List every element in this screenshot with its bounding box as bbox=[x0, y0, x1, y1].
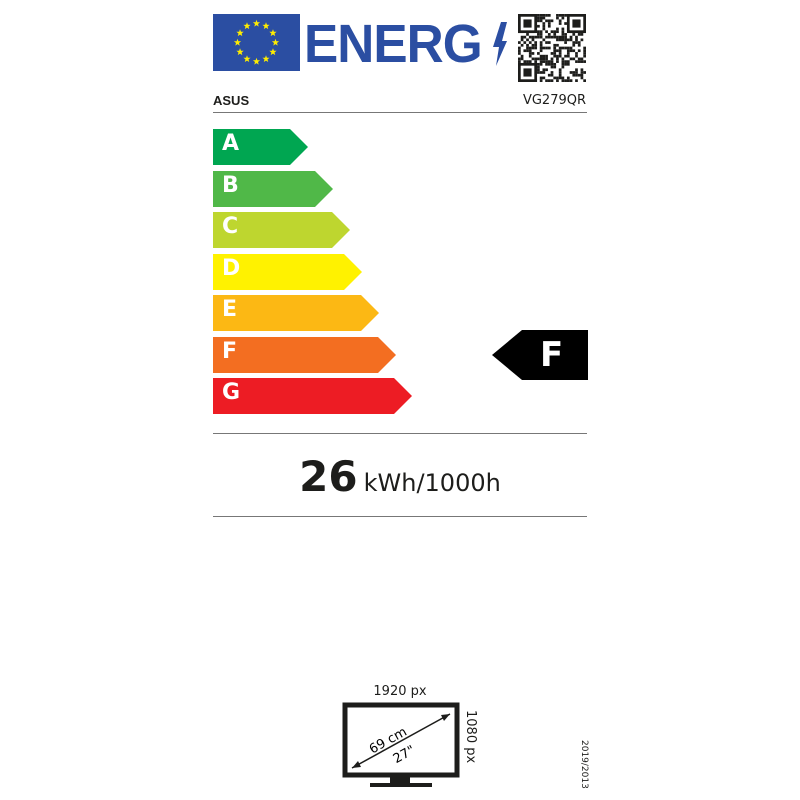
star-icon bbox=[271, 38, 280, 46]
star-icon bbox=[243, 22, 251, 30]
energy-class-letter: C bbox=[222, 214, 239, 239]
energy-class-letter: F bbox=[222, 338, 238, 364]
star-icon bbox=[269, 48, 277, 56]
regulation-number: 2019/2013 bbox=[579, 740, 589, 789]
energy-consumption: 26 kWh/1000h bbox=[0, 452, 800, 501]
monitor-icon: 69 cm 27" bbox=[342, 702, 460, 787]
diagonal-inch: 27" bbox=[391, 743, 418, 767]
divider bbox=[213, 112, 587, 113]
energy-class-letter: D bbox=[222, 255, 241, 281]
energy-logo: ENERG bbox=[304, 12, 483, 76]
supplier-name: ASUS bbox=[213, 93, 250, 108]
energy-class-letter: A bbox=[222, 131, 240, 156]
star-icon bbox=[252, 19, 261, 27]
star-icon bbox=[262, 22, 270, 30]
vertical-resolution: 1080 px bbox=[463, 710, 478, 764]
star-icon bbox=[252, 57, 261, 65]
star-icon bbox=[236, 48, 244, 56]
energy-value: 26 bbox=[299, 452, 358, 501]
energy-class-f: F bbox=[213, 336, 396, 373]
energy-class-c: C bbox=[213, 212, 350, 248]
energy-unit: kWh/1000h bbox=[363, 469, 501, 497]
energy-logo-text: ENERG bbox=[304, 14, 483, 74]
star-icon bbox=[233, 38, 242, 46]
model-identifier: VG279QR bbox=[522, 93, 586, 108]
energy-class-b: B bbox=[213, 170, 333, 207]
energy-class-letter: E bbox=[222, 297, 238, 322]
energy-class-a: A bbox=[213, 129, 308, 165]
energy-class-g: G bbox=[213, 378, 412, 414]
star-icon bbox=[262, 55, 270, 62]
divider bbox=[213, 433, 587, 434]
energy-class-letter: G bbox=[222, 380, 241, 405]
lightning-icon bbox=[493, 22, 507, 66]
energy-class-d: D bbox=[213, 253, 362, 290]
divider bbox=[213, 516, 587, 517]
qr-code-icon[interactable] bbox=[518, 14, 586, 82]
horizontal-resolution: 1920 px bbox=[373, 684, 427, 699]
eu-flag bbox=[213, 14, 300, 71]
star-icon bbox=[269, 29, 277, 37]
rating-letter: F bbox=[540, 335, 564, 375]
energy-class-letter: B bbox=[222, 172, 239, 198]
rating-arrow: F bbox=[492, 330, 588, 380]
star-icon bbox=[236, 29, 244, 37]
energy-class-e: E bbox=[213, 295, 379, 331]
star-icon bbox=[243, 55, 251, 62]
